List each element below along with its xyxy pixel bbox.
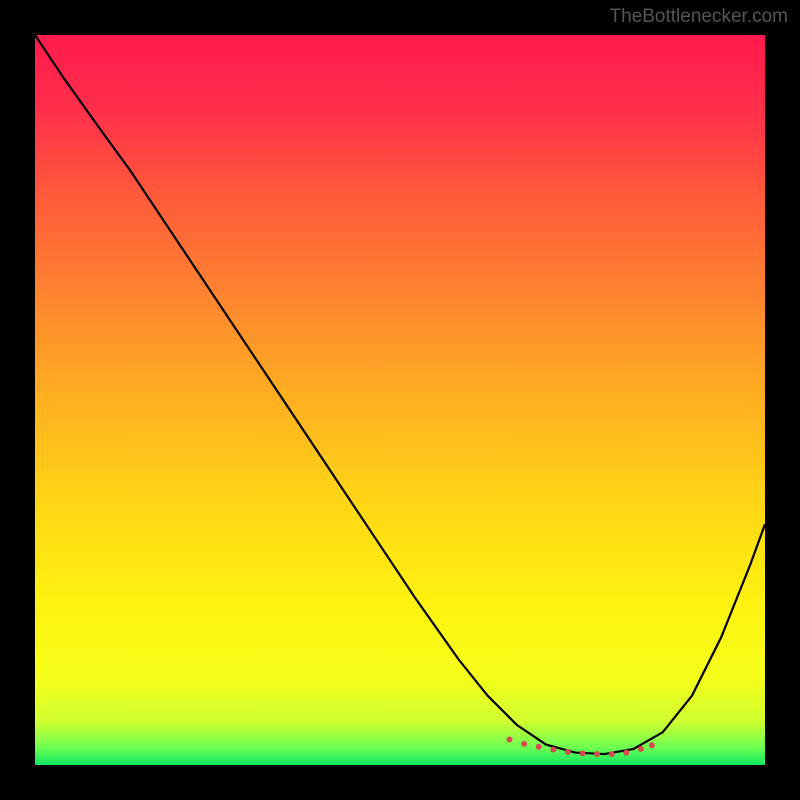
optimal-range-dots [507, 736, 655, 757]
watermark-text: TheBottlenecker.com [610, 6, 788, 28]
curve-layer [35, 35, 765, 765]
bottleneck-curve [35, 35, 765, 754]
plot-area [35, 35, 765, 765]
